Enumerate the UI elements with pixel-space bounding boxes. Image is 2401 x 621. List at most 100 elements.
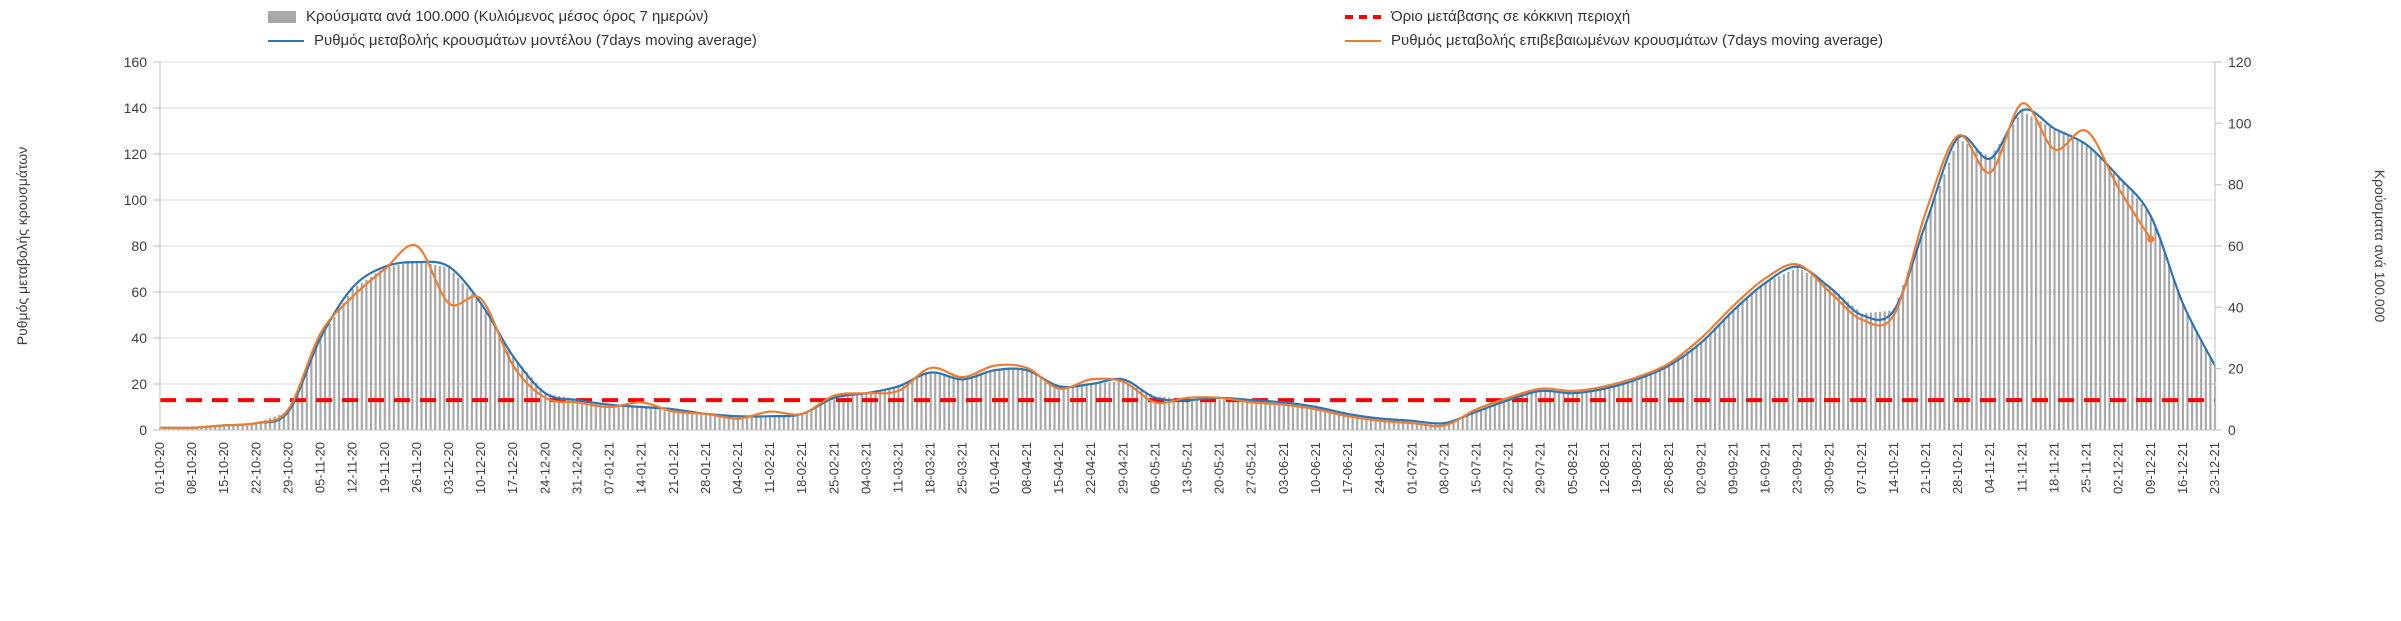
svg-text:11-02-21: 11-02-21 xyxy=(762,442,777,493)
svg-text:80: 80 xyxy=(131,238,147,254)
svg-text:14-01-21: 14-01-21 xyxy=(634,442,649,494)
bars-series xyxy=(158,111,2217,431)
svg-text:08-07-21: 08-07-21 xyxy=(1436,442,1451,494)
svg-text:01-10-20: 01-10-20 xyxy=(152,442,167,494)
svg-text:24-12-20: 24-12-20 xyxy=(537,442,552,494)
right-axis-ticks: 0 20 40 60 80 100 120 xyxy=(2215,54,2252,438)
svg-text:07-10-21: 07-10-21 xyxy=(1854,442,1869,494)
svg-text:24-06-21: 24-06-21 xyxy=(1372,442,1387,494)
svg-text:22-10-20: 22-10-20 xyxy=(248,442,263,494)
left-axis-title: Ρυθμός μεταβολής κρουσμάτων xyxy=(14,146,30,346)
svg-text:28-10-21: 28-10-21 xyxy=(1950,442,1965,494)
svg-text:23-09-21: 23-09-21 xyxy=(1790,442,1805,494)
svg-text:140: 140 xyxy=(124,100,148,116)
svg-text:02-12-21: 02-12-21 xyxy=(2111,442,2126,494)
legend-label-threshold: Όριο μετάβασης σε κόκκινη περιοχή xyxy=(1391,8,1631,25)
bar-series-swatch-icon xyxy=(268,10,296,23)
svg-text:25-03-21: 25-03-21 xyxy=(955,442,970,494)
svg-text:40: 40 xyxy=(2228,299,2244,315)
svg-text:14-10-21: 14-10-21 xyxy=(1886,442,1901,494)
svg-text:60: 60 xyxy=(2228,238,2244,254)
svg-text:120: 120 xyxy=(2228,54,2252,70)
svg-text:12-11-20: 12-11-20 xyxy=(345,442,360,493)
threshold-swatch-icon xyxy=(1345,14,1381,19)
svg-text:13-05-21: 13-05-21 xyxy=(1180,442,1195,494)
svg-text:17-12-20: 17-12-20 xyxy=(505,442,520,494)
svg-text:0: 0 xyxy=(139,422,147,438)
svg-text:18-02-21: 18-02-21 xyxy=(794,442,809,494)
svg-text:03-06-21: 03-06-21 xyxy=(1276,442,1291,494)
legend-item-model-line: Ρυθμός μεταβολής κρουσμάτων μοντέλου (7d… xyxy=(268,32,757,49)
svg-text:06-05-21: 06-05-21 xyxy=(1147,442,1162,494)
svg-text:23-12-21: 23-12-21 xyxy=(2207,442,2222,494)
svg-text:10-06-21: 10-06-21 xyxy=(1308,442,1323,494)
svg-text:05-11-20: 05-11-20 xyxy=(313,442,328,493)
svg-text:19-11-20: 19-11-20 xyxy=(377,442,392,493)
svg-text:22-07-21: 22-07-21 xyxy=(1501,442,1516,494)
left-axis-ticks: 0 20 40 60 80 100 120 140 160 xyxy=(124,54,160,438)
svg-text:12-08-21: 12-08-21 xyxy=(1597,442,1612,494)
svg-text:11-11-21: 11-11-21 xyxy=(2014,442,2029,492)
x-axis-labels: 01-10-20 08-10-20 15-10-20 22-10-20 29-10-20… xyxy=(152,442,2222,494)
svg-text:28-01-21: 28-01-21 xyxy=(698,442,713,494)
svg-text:26-11-20: 26-11-20 xyxy=(409,442,424,493)
legend-item-cases-bars: Κρούσματα ανά 100.000 (Κυλιόμενος μέσος … xyxy=(268,8,708,25)
svg-text:08-04-21: 08-04-21 xyxy=(1019,442,1034,494)
svg-text:04-11-21: 04-11-21 xyxy=(1982,442,1997,493)
svg-text:18-03-21: 18-03-21 xyxy=(923,442,938,494)
svg-text:09-12-21: 09-12-21 xyxy=(2143,442,2158,494)
svg-text:11-03-21: 11-03-21 xyxy=(891,442,906,493)
svg-text:03-12-20: 03-12-20 xyxy=(441,442,456,494)
svg-text:09-09-21: 09-09-21 xyxy=(1725,442,1740,494)
svg-text:21-10-21: 21-10-21 xyxy=(1918,442,1933,494)
right-axis-title: Κρούσματα ανά 100.000 xyxy=(2372,169,2388,323)
svg-text:22-04-21: 22-04-21 xyxy=(1083,442,1098,494)
svg-text:160: 160 xyxy=(124,54,148,70)
model-line xyxy=(159,108,2216,429)
svg-text:04-02-21: 04-02-21 xyxy=(730,442,745,494)
svg-text:29-10-20: 29-10-20 xyxy=(280,442,295,494)
svg-text:15-07-21: 15-07-21 xyxy=(1469,442,1484,494)
svg-text:21-01-21: 21-01-21 xyxy=(666,442,681,494)
legend-label-cases-bars: Κρούσματα ανά 100.000 (Κυλιόμενος μέσος … xyxy=(306,8,709,25)
svg-text:20: 20 xyxy=(2228,361,2244,377)
svg-text:01-07-21: 01-07-21 xyxy=(1404,442,1419,494)
svg-text:07-01-21: 07-01-21 xyxy=(602,442,617,494)
svg-text:0: 0 xyxy=(2228,422,2236,438)
legend-label-confirmed-line: Ρυθμός μεταβολής επιβεβαιωμένων κρουσμάτ… xyxy=(1391,32,1883,49)
legend-item-confirmed-line: Ρυθμός μεταβολής επιβεβαιωμένων κρουσμάτ… xyxy=(1345,32,1883,49)
svg-text:08-10-20: 08-10-20 xyxy=(184,442,199,494)
svg-text:25-11-21: 25-11-21 xyxy=(2079,442,2094,493)
svg-text:26-08-21: 26-08-21 xyxy=(1661,442,1676,494)
svg-text:10-12-20: 10-12-20 xyxy=(473,442,488,494)
svg-text:25-02-21: 25-02-21 xyxy=(826,442,841,494)
svg-text:20: 20 xyxy=(131,376,147,392)
svg-text:27-05-21: 27-05-21 xyxy=(1244,442,1259,494)
svg-text:40: 40 xyxy=(131,330,147,346)
svg-text:60: 60 xyxy=(131,284,147,300)
svg-text:19-08-21: 19-08-21 xyxy=(1629,442,1644,494)
svg-text:30-09-21: 30-09-21 xyxy=(1822,442,1837,494)
model-line-swatch-icon xyxy=(268,39,304,42)
svg-text:01-04-21: 01-04-21 xyxy=(987,442,1002,494)
svg-text:15-04-21: 15-04-21 xyxy=(1051,442,1066,494)
svg-text:20-05-21: 20-05-21 xyxy=(1212,442,1227,494)
svg-text:17-06-21: 17-06-21 xyxy=(1340,442,1355,494)
svg-text:120: 120 xyxy=(124,146,148,162)
svg-text:100: 100 xyxy=(124,192,148,208)
svg-text:29-04-21: 29-04-21 xyxy=(1115,442,1130,494)
svg-text:16-09-21: 16-09-21 xyxy=(1758,442,1773,494)
svg-text:02-09-21: 02-09-21 xyxy=(1693,442,1708,494)
legend-item-threshold: Όριο μετάβασης σε κόκκινη περιοχή xyxy=(1345,8,1630,25)
confirmed-last-marker xyxy=(2147,235,2155,243)
svg-text:15-10-20: 15-10-20 xyxy=(216,442,231,494)
svg-text:100: 100 xyxy=(2228,115,2252,131)
svg-text:05-08-21: 05-08-21 xyxy=(1565,442,1580,494)
svg-text:80: 80 xyxy=(2228,177,2244,193)
legend-label-model-line: Ρυθμός μεταβολής κρουσμάτων μοντέλου (7d… xyxy=(314,32,757,49)
svg-text:16-12-21: 16-12-21 xyxy=(2175,442,2190,494)
svg-text:18-11-21: 18-11-21 xyxy=(2047,442,2062,493)
svg-text:29-07-21: 29-07-21 xyxy=(1533,442,1548,494)
